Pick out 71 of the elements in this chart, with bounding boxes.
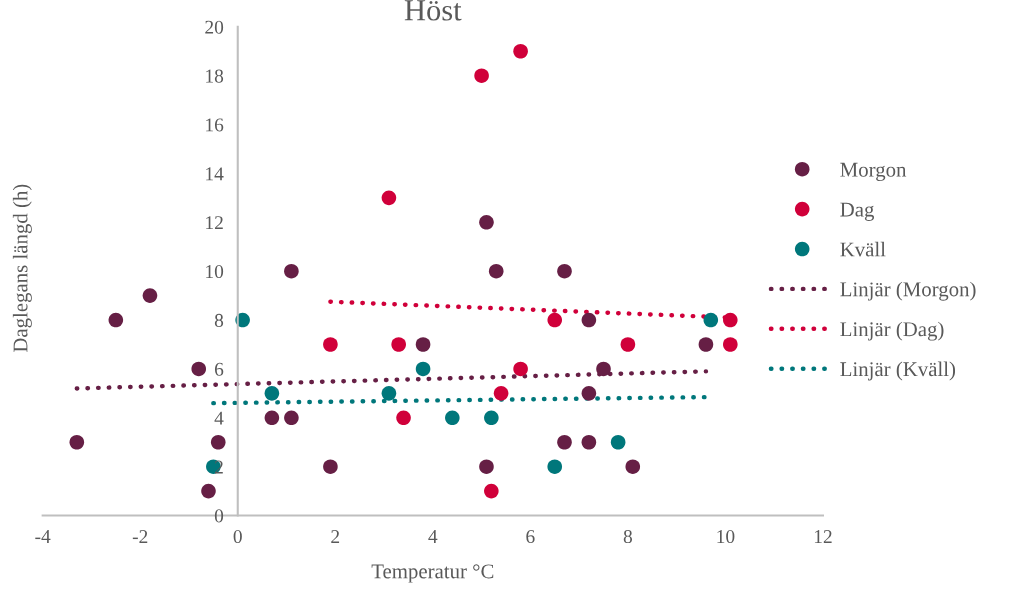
x-tick-label: 0 xyxy=(233,529,242,544)
x-axis-title: Temperatur °C xyxy=(371,564,494,583)
point xyxy=(191,361,207,377)
x-tick-label: 8 xyxy=(623,529,633,544)
y-tick-label: 18 xyxy=(206,69,224,83)
y-tick-label: 8 xyxy=(214,313,224,327)
x-tick-label: 6 xyxy=(526,530,535,544)
point xyxy=(381,190,397,206)
point xyxy=(703,312,719,328)
point xyxy=(415,337,431,352)
y-tick-label: 10 xyxy=(206,265,224,279)
x-tick-label: -2 xyxy=(132,530,148,543)
y-axis-title: Daglegans längd (h) xyxy=(12,184,32,353)
legend-label: Morgon xyxy=(840,162,907,181)
point xyxy=(488,263,504,279)
point xyxy=(493,386,509,401)
point xyxy=(479,459,494,474)
point xyxy=(108,312,124,328)
y-tick-label: 14 xyxy=(206,167,224,181)
point xyxy=(596,361,611,377)
point xyxy=(698,337,714,352)
point xyxy=(284,410,299,426)
x-tick-label: -4 xyxy=(35,530,51,543)
point xyxy=(581,434,597,450)
point xyxy=(620,337,636,352)
y-tick-label: 0 xyxy=(214,509,224,523)
point xyxy=(142,288,158,303)
y-tick-label: 20 xyxy=(205,20,224,34)
point xyxy=(69,434,85,450)
x-tick-label: 10 xyxy=(717,529,735,544)
point xyxy=(323,337,338,352)
point xyxy=(547,459,563,474)
point xyxy=(264,386,280,401)
chart-title: Höst xyxy=(404,0,462,21)
y-tick-label: 4 xyxy=(214,411,224,425)
y-tick-label: 12 xyxy=(206,216,223,230)
point xyxy=(625,459,641,474)
point xyxy=(557,263,572,279)
y-tick-label: 16 xyxy=(206,118,224,132)
x-tick-label: 12 xyxy=(814,530,832,543)
x-tick-label: 2 xyxy=(331,530,340,543)
point xyxy=(547,312,563,328)
legend-label: Linjär (Kväll) xyxy=(840,361,956,381)
point xyxy=(415,361,431,377)
point xyxy=(484,483,499,499)
point xyxy=(210,434,226,450)
point xyxy=(557,434,572,450)
point xyxy=(381,386,397,401)
point xyxy=(445,410,460,426)
point xyxy=(610,434,626,450)
legend-label: Kväll xyxy=(840,241,886,257)
point xyxy=(474,68,489,83)
legend-label: Linjär (Morgon) xyxy=(840,281,976,301)
x-tick-label: 4 xyxy=(428,530,438,543)
point xyxy=(201,483,216,499)
point xyxy=(391,337,406,352)
point xyxy=(581,312,597,328)
point xyxy=(513,43,528,59)
y-tick-label: 6 xyxy=(214,362,224,376)
point xyxy=(513,361,528,377)
legend-label: Linjär (Dag) xyxy=(840,321,944,341)
legend-label: Dag xyxy=(840,202,875,221)
point xyxy=(581,386,597,401)
point xyxy=(264,410,280,426)
point xyxy=(323,459,338,474)
point xyxy=(723,337,738,352)
point xyxy=(396,410,411,426)
point xyxy=(284,263,299,279)
point xyxy=(479,215,494,230)
point xyxy=(723,312,738,328)
point xyxy=(484,410,499,426)
